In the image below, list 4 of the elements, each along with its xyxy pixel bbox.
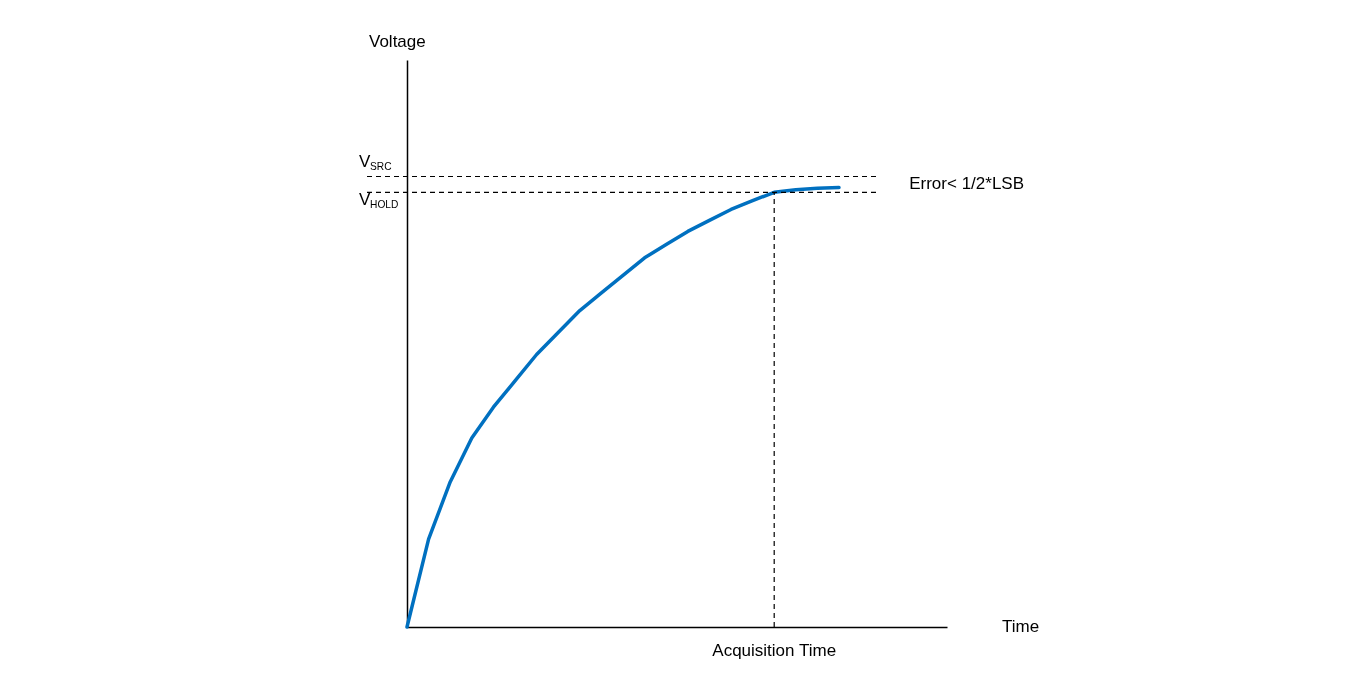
text: Error< 1/2*LSB (909, 174, 1025, 194)
text: Time (1002, 617, 1040, 636)
annotation: Acquisition Time (712, 641, 837, 660)
text: Voltage (369, 32, 426, 51)
